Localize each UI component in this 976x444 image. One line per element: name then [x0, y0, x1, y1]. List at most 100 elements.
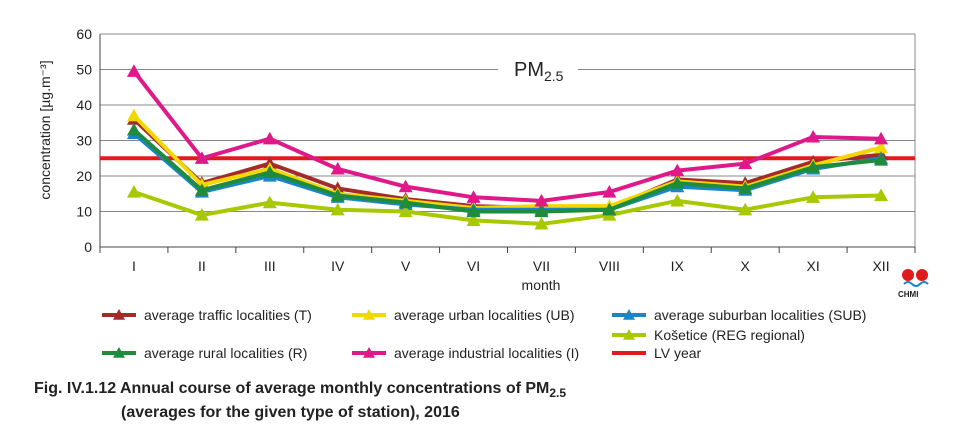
data-point	[738, 181, 753, 195]
data-point	[398, 204, 413, 218]
series-line	[126, 122, 889, 218]
data-point	[806, 190, 821, 203]
data-point	[330, 188, 345, 202]
series-line	[126, 64, 889, 207]
series-polyline	[132, 114, 882, 210]
legend-swatch	[102, 347, 136, 358]
legend-label: average urban localities (UB)	[394, 307, 575, 323]
legend-swatch	[612, 309, 646, 320]
x-tick-label: VI	[467, 258, 480, 274]
x-tick-label: VII	[533, 258, 550, 274]
x-tick-label: X	[741, 258, 751, 274]
legend-label: average suburban localities (SUB)	[654, 307, 867, 323]
legend-label: average traffic localities (T)	[144, 307, 312, 323]
data-point	[466, 190, 481, 203]
y-tick-label: 40	[76, 97, 92, 113]
data-point	[670, 163, 685, 177]
caption-line2: (averages for the given type of station)…	[121, 404, 460, 422]
legend-swatch	[352, 347, 386, 358]
legend-swatch	[612, 329, 646, 340]
data-point	[874, 131, 889, 145]
data-point	[126, 122, 141, 136]
y-tick-label: 10	[76, 204, 92, 220]
x-tick-label: III	[264, 258, 276, 274]
legend-swatch	[352, 309, 386, 320]
x-tick-label: XII	[872, 258, 889, 274]
data-point	[194, 151, 209, 164]
data-point	[670, 193, 685, 207]
x-tick-label: IX	[671, 258, 685, 274]
data-point	[330, 161, 345, 175]
legend-swatch	[612, 351, 646, 355]
series-polyline	[133, 190, 882, 226]
data-point	[602, 184, 617, 198]
legend-item: average traffic localities (T)	[100, 305, 312, 325]
legend-item: Košetice (REG regional)	[610, 325, 805, 345]
x-tick-label: IV	[331, 258, 345, 274]
chmi-logo	[900, 268, 930, 298]
data-point	[534, 216, 549, 230]
data-point	[194, 208, 209, 221]
y-tick-label: 60	[76, 26, 92, 42]
caption-line1: Fig. IV.1.12 Annual course of average mo…	[34, 380, 550, 397]
data-point	[806, 129, 821, 143]
data-point	[874, 188, 889, 202]
data-point	[126, 184, 141, 198]
legend-label: average rural localities (R)	[144, 345, 308, 361]
caption-line1-sub: 2.5	[549, 386, 567, 401]
y-tick-label: 30	[76, 133, 92, 149]
data-point	[194, 183, 209, 196]
legend-label: average industrial localities (I)	[394, 345, 580, 361]
y-tick-label: 20	[76, 168, 92, 184]
legend-item: LV year	[610, 343, 701, 363]
series-group	[126, 64, 889, 230]
data-point	[262, 195, 277, 209]
series-polyline	[132, 117, 882, 210]
data-point	[670, 176, 685, 189]
data-point	[874, 140, 889, 154]
x-axis-label: month	[522, 277, 561, 293]
logo-text: CHMI	[898, 290, 919, 299]
legend-item: average urban localities (UB)	[350, 305, 575, 325]
data-point	[398, 195, 413, 209]
x-tick-label: V	[401, 258, 411, 274]
data-point	[466, 204, 481, 218]
data-point	[738, 202, 753, 216]
x-tick-label: I	[132, 258, 136, 274]
data-point	[602, 202, 617, 216]
data-point	[126, 108, 141, 122]
figure-caption: Fig. IV.1.12 Annual course of average mo…	[34, 379, 566, 423]
x-tick-label: II	[198, 258, 206, 274]
x-tick-labels: I II III IV V VI VII VIII IX X XI XII	[132, 258, 890, 274]
chart-title: PM2.5	[498, 55, 578, 84]
legend-item: average rural localities (R)	[100, 343, 307, 363]
data-point	[874, 153, 889, 166]
svg-text:PM2.5: PM2.5	[514, 59, 564, 84]
legend-swatch	[102, 309, 136, 320]
data-point	[806, 160, 821, 173]
data-point	[126, 64, 141, 77]
y-tick-label: 50	[76, 62, 92, 78]
data-point	[398, 179, 413, 193]
x-tick-label: VIII	[599, 258, 620, 274]
series-polyline	[132, 128, 882, 214]
series-line	[126, 184, 889, 230]
data-point	[330, 202, 345, 216]
legend: average traffic localities (T) average ur…	[100, 305, 920, 367]
legend-item: average industrial localities (I)	[350, 343, 579, 363]
y-tick-labels: 0 10 20 30 40 50 60	[76, 26, 92, 255]
x-tick-label: XI	[807, 258, 820, 274]
series-polyline	[132, 70, 882, 203]
y-axis-label: concentration [µg.m⁻³]	[37, 60, 53, 199]
legend-label: Košetice (REG regional)	[654, 327, 805, 343]
data-point	[738, 156, 753, 170]
data-point	[262, 131, 277, 145]
data-point	[466, 213, 481, 226]
data-point	[262, 165, 277, 179]
y-tick-label: 0	[84, 239, 92, 255]
legend-item: average suburban localities (SUB)	[610, 305, 866, 325]
legend-label: LV year	[654, 345, 702, 361]
data-point	[534, 204, 549, 218]
data-point	[534, 193, 549, 207]
